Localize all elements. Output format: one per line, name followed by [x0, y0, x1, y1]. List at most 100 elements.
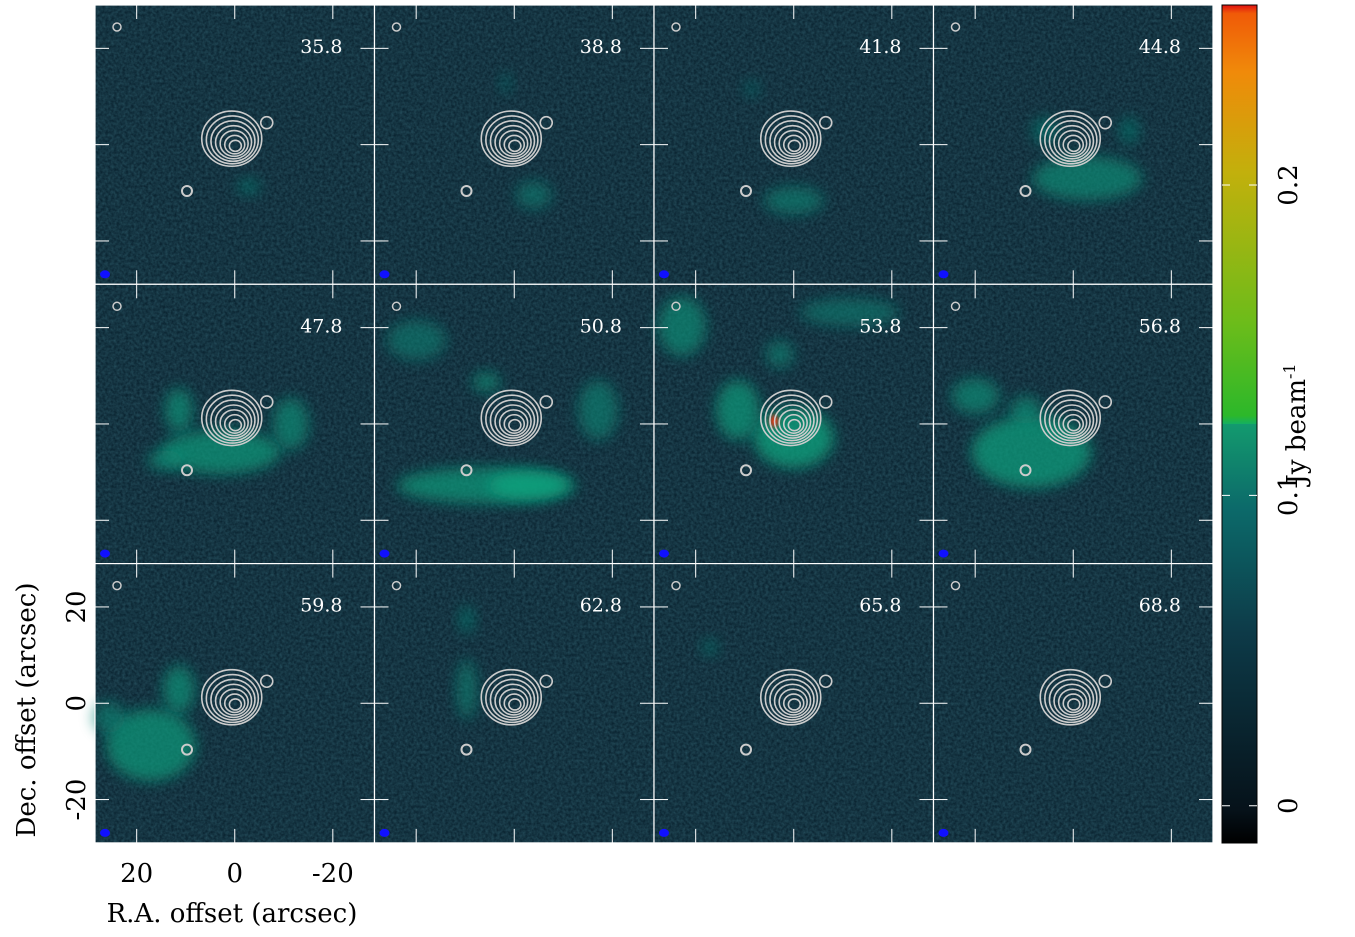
contour-knot [818, 115, 833, 130]
contour [764, 115, 819, 165]
compact-source [460, 743, 473, 756]
contour [1048, 399, 1095, 442]
contour-knot [259, 395, 274, 409]
colorbar-tick-label: 0.1 [1274, 475, 1304, 516]
panel: 62.8 [373, 562, 655, 844]
channel-label: 56.8 [1139, 315, 1181, 337]
colorbar-label-text: Jy beam [1282, 379, 1312, 488]
colorbar-tick-label: 0 [1274, 797, 1304, 814]
compact-source [740, 743, 752, 756]
emission [146, 450, 183, 471]
contour [508, 418, 522, 432]
contour [782, 693, 805, 714]
compact-source [740, 464, 752, 477]
contour [787, 139, 802, 153]
panel: 47.8 [94, 283, 376, 565]
compact-source [181, 464, 193, 477]
contour [228, 418, 243, 432]
contour [1062, 413, 1085, 434]
emission [799, 298, 900, 327]
y-tick-label: -20 [62, 779, 92, 821]
y-tick-label: 0 [62, 695, 92, 712]
contour [782, 413, 805, 434]
contour [214, 404, 253, 439]
source-corner [391, 580, 402, 591]
contour [205, 394, 260, 444]
contour [494, 683, 532, 719]
emission [92, 701, 125, 734]
contour [494, 124, 532, 160]
emission [272, 397, 309, 450]
emission [657, 296, 706, 357]
contour-knot [1098, 674, 1113, 689]
contour [759, 668, 822, 726]
contour [503, 134, 526, 155]
colorbar-tick-label: 0.2 [1274, 164, 1304, 205]
panel: 56.8 [932, 283, 1214, 565]
source-corner [112, 301, 122, 312]
contour [1062, 693, 1085, 714]
panel-noise [933, 563, 1213, 843]
emission [164, 387, 193, 432]
contour [480, 110, 543, 168]
contour [494, 404, 532, 439]
emission [951, 378, 1000, 415]
source-corner [950, 22, 961, 32]
contour [1039, 110, 1102, 168]
contour [773, 124, 812, 160]
emission [488, 471, 569, 500]
contour [200, 110, 263, 168]
beam [379, 270, 390, 279]
contour [200, 668, 263, 726]
contour [503, 413, 526, 434]
contour [485, 673, 539, 724]
compact-source [1019, 185, 1032, 197]
contour [228, 698, 243, 711]
contour [223, 134, 246, 155]
channel-label: 50.8 [580, 315, 622, 337]
contour-knot [259, 674, 274, 689]
emission [765, 340, 794, 369]
contour [489, 399, 536, 442]
contour [1044, 115, 1098, 165]
contour [503, 693, 526, 714]
panel-noise [374, 563, 654, 843]
colorbar [1221, 4, 1258, 844]
contour [787, 698, 802, 711]
contour [489, 120, 536, 163]
contour-knot [539, 115, 554, 130]
contour [759, 389, 822, 447]
channel-label: 44.8 [1139, 36, 1181, 58]
source-corner [671, 580, 681, 591]
source-corner [112, 22, 122, 32]
channel-label: 35.8 [300, 36, 342, 58]
source-corner [671, 22, 681, 32]
source-corner [950, 301, 961, 312]
contour [778, 688, 808, 716]
contour [210, 120, 256, 163]
contour [205, 115, 260, 165]
contour [764, 394, 819, 444]
contour [219, 409, 249, 437]
contour [1053, 404, 1091, 439]
beam [659, 549, 669, 558]
contour [782, 134, 805, 155]
contour [1039, 668, 1102, 726]
x-tick-label: 20 [120, 859, 153, 889]
source-corner [391, 301, 402, 312]
panel: 38.8 [373, 4, 655, 285]
emission [1119, 116, 1140, 145]
contour [1044, 394, 1098, 444]
emission [763, 186, 824, 215]
contour [1053, 124, 1091, 160]
contour [228, 139, 243, 153]
emission [456, 659, 477, 720]
contour [1057, 129, 1088, 158]
source-corner [671, 301, 681, 312]
channel-label: 53.8 [859, 315, 901, 337]
panel: 35.8 [94, 4, 376, 285]
channel-label: 38.8 [580, 36, 622, 58]
contour [485, 115, 539, 165]
contour [480, 389, 543, 447]
x-tick-label: -20 [312, 859, 354, 889]
